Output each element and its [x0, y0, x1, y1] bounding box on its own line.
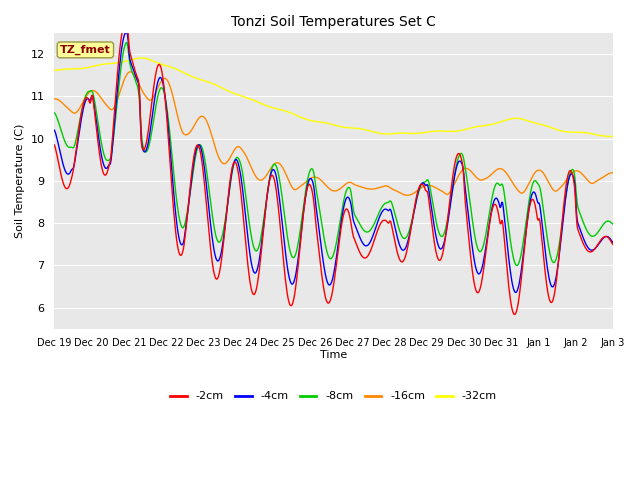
Title: Tonzi Soil Temperatures Set C: Tonzi Soil Temperatures Set C [231, 15, 436, 29]
Text: TZ_fmet: TZ_fmet [60, 45, 111, 55]
Legend: -2cm, -4cm, -8cm, -16cm, -32cm: -2cm, -4cm, -8cm, -16cm, -32cm [166, 387, 501, 406]
X-axis label: Time: Time [320, 350, 348, 360]
Y-axis label: Soil Temperature (C): Soil Temperature (C) [15, 124, 25, 238]
